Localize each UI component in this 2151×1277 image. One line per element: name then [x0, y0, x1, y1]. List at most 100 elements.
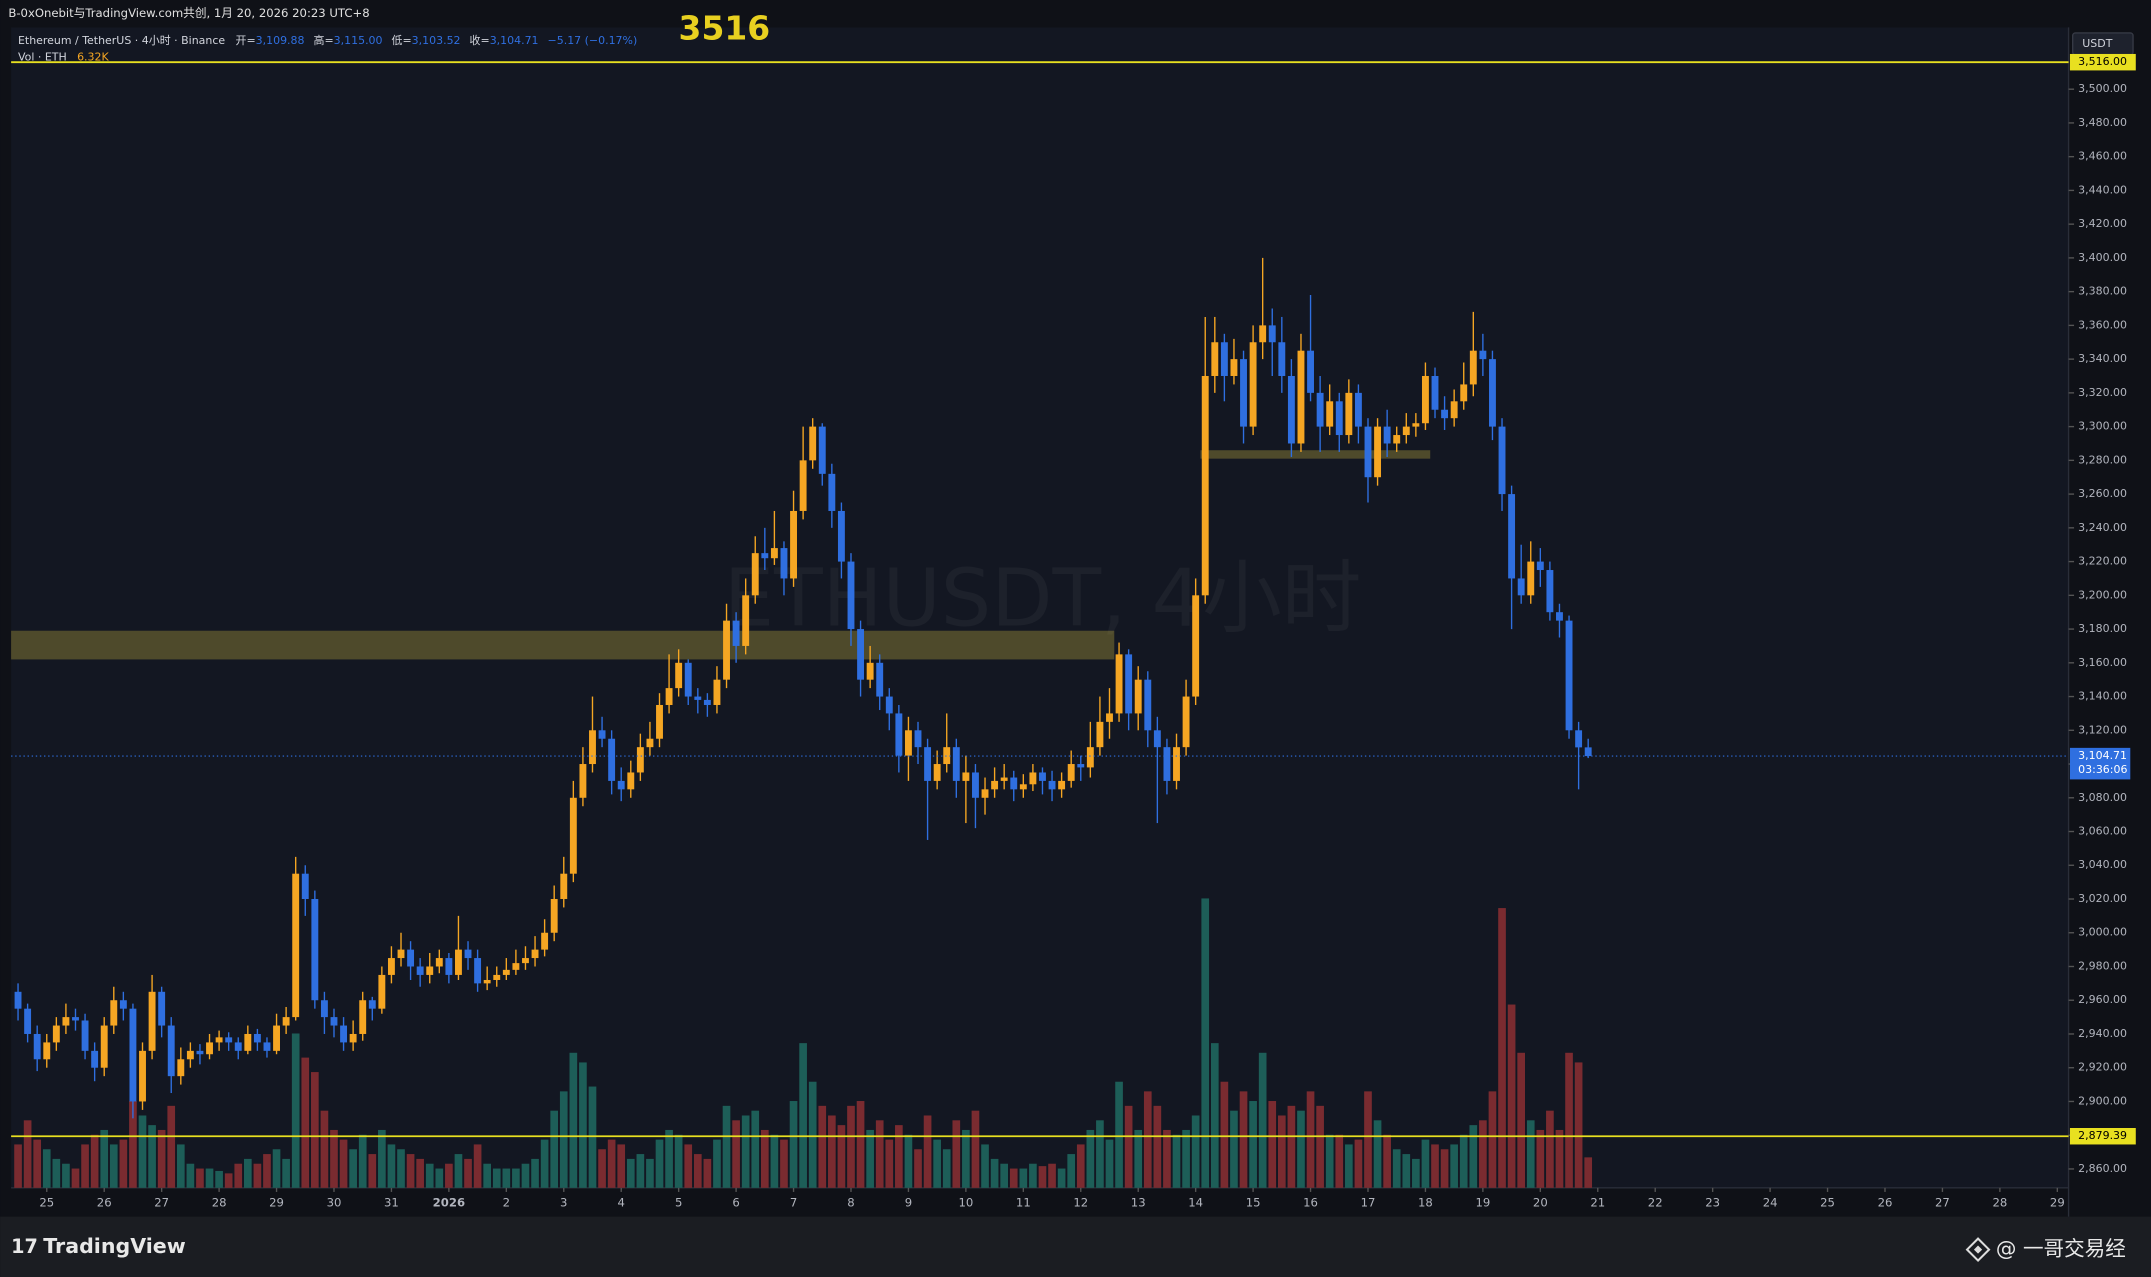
volume-bar [559, 1091, 568, 1188]
brand: 𝟭𝟳 TradingView [11, 1234, 186, 1258]
legend-key: 高= [313, 33, 333, 47]
y-tick-label: 3,460.00 [2078, 150, 2127, 163]
candle-body [378, 974, 386, 1009]
candle-body [1469, 350, 1477, 385]
volume-bar [1325, 1134, 1334, 1188]
x-tick-label: 8 [847, 1195, 854, 1209]
candle-body [1173, 747, 1180, 781]
candle-body [608, 738, 616, 781]
volume-bar [732, 1120, 740, 1188]
volume-bar [1383, 1134, 1391, 1188]
candle-body [1326, 401, 1334, 427]
candle-body [1192, 595, 1200, 697]
volume-bar [1019, 1168, 1028, 1188]
volume-bar [1536, 1129, 1545, 1188]
candle-body [139, 1050, 146, 1102]
y-tick-label: 3,220.00 [2078, 555, 2127, 568]
candle-body [1067, 764, 1075, 781]
volume-bar [885, 1139, 894, 1188]
volume-bar [109, 1144, 118, 1188]
candle-body [1106, 713, 1113, 722]
price-label: 3,516.00 [2078, 55, 2127, 68]
candle-body [483, 979, 491, 984]
volume-bar [1124, 1105, 1133, 1188]
volume-bar [473, 1144, 482, 1188]
y-tick-label: 3,200.00 [2078, 588, 2127, 601]
candle-body [1556, 612, 1563, 621]
x-tick-label: 6 [732, 1195, 739, 1209]
candle-body [426, 966, 434, 975]
volume-bar [339, 1139, 348, 1188]
candle-body [91, 1050, 99, 1068]
y-tick-label: 3,420.00 [2078, 217, 2127, 230]
volume-bar [971, 1110, 980, 1188]
candle-body [1421, 375, 1429, 424]
candle-body [1182, 696, 1190, 748]
volume-bar [1057, 1168, 1066, 1188]
volume-bar [655, 1139, 664, 1188]
volume-bar [368, 1154, 377, 1188]
y-tick-label: 3,020.00 [2078, 892, 2127, 905]
x-tick-label: 25 [1820, 1195, 1835, 1209]
volume-bar [291, 1033, 300, 1188]
watermark: ETHUSDT, 4小时 [724, 551, 1362, 644]
candle-body [560, 873, 568, 900]
volume-bar [454, 1154, 463, 1188]
x-tick-label: 23 [1705, 1195, 1720, 1209]
candle-body [253, 1033, 261, 1043]
candle-body [876, 662, 884, 697]
volume-bar [1584, 1157, 1593, 1188]
candle-body [732, 620, 740, 646]
volume-bar [186, 1163, 195, 1188]
y-tick-label: 3,160.00 [2078, 656, 2127, 669]
volume-bar [263, 1154, 271, 1188]
candle-body [1019, 784, 1027, 790]
x-tick-label: 3 [560, 1195, 567, 1209]
x-tick-label: 9 [905, 1195, 912, 1209]
x-tick-label: 31 [384, 1195, 399, 1209]
last-price-box [2069, 747, 2131, 780]
volume-bar [492, 1168, 501, 1188]
candle-body [1249, 342, 1257, 427]
volume-bar [1191, 1115, 1200, 1188]
volume-bar [531, 1158, 539, 1188]
candle-body [148, 991, 156, 1051]
volume-bar [760, 1129, 769, 1188]
candle-body [579, 764, 587, 798]
legend-key: 收= [470, 33, 490, 47]
x-tick-label: 17 [1361, 1195, 1376, 1209]
volume-bar [962, 1129, 970, 1188]
candle-body [1460, 384, 1468, 402]
candle-body [943, 747, 951, 765]
volume-bar [780, 1139, 788, 1188]
candle-body [828, 473, 836, 511]
volume-bar [196, 1168, 204, 1188]
candle-body [665, 688, 673, 705]
candle-body [1096, 721, 1104, 748]
candle-body [1278, 342, 1286, 376]
x-tick-label: 27 [1935, 1195, 1950, 1209]
volume-bar [1038, 1166, 1047, 1188]
candle-body [770, 548, 778, 559]
volume-bar [320, 1110, 329, 1188]
candle-body [33, 1033, 41, 1060]
volume-bar [1239, 1091, 1248, 1188]
candle-body [751, 553, 759, 596]
candle-body [1048, 780, 1056, 790]
y-tick-label: 3,280.00 [2078, 453, 2127, 466]
candle-body [1527, 561, 1535, 596]
candle-body [1058, 780, 1066, 790]
volume-bar [818, 1105, 827, 1188]
candle-body [311, 899, 319, 1001]
candle-body [416, 966, 424, 975]
candle-body [627, 772, 635, 790]
candle-body [387, 958, 395, 975]
candle-body [962, 772, 970, 781]
x-tick-label: 27 [154, 1195, 169, 1209]
candle-body [1431, 375, 1439, 410]
price-label-box [2069, 53, 2136, 71]
candle-body [1393, 435, 1401, 444]
volume-title: Vol · ETH [18, 51, 67, 64]
candle-body [598, 730, 606, 739]
volume-bar [1153, 1105, 1162, 1188]
